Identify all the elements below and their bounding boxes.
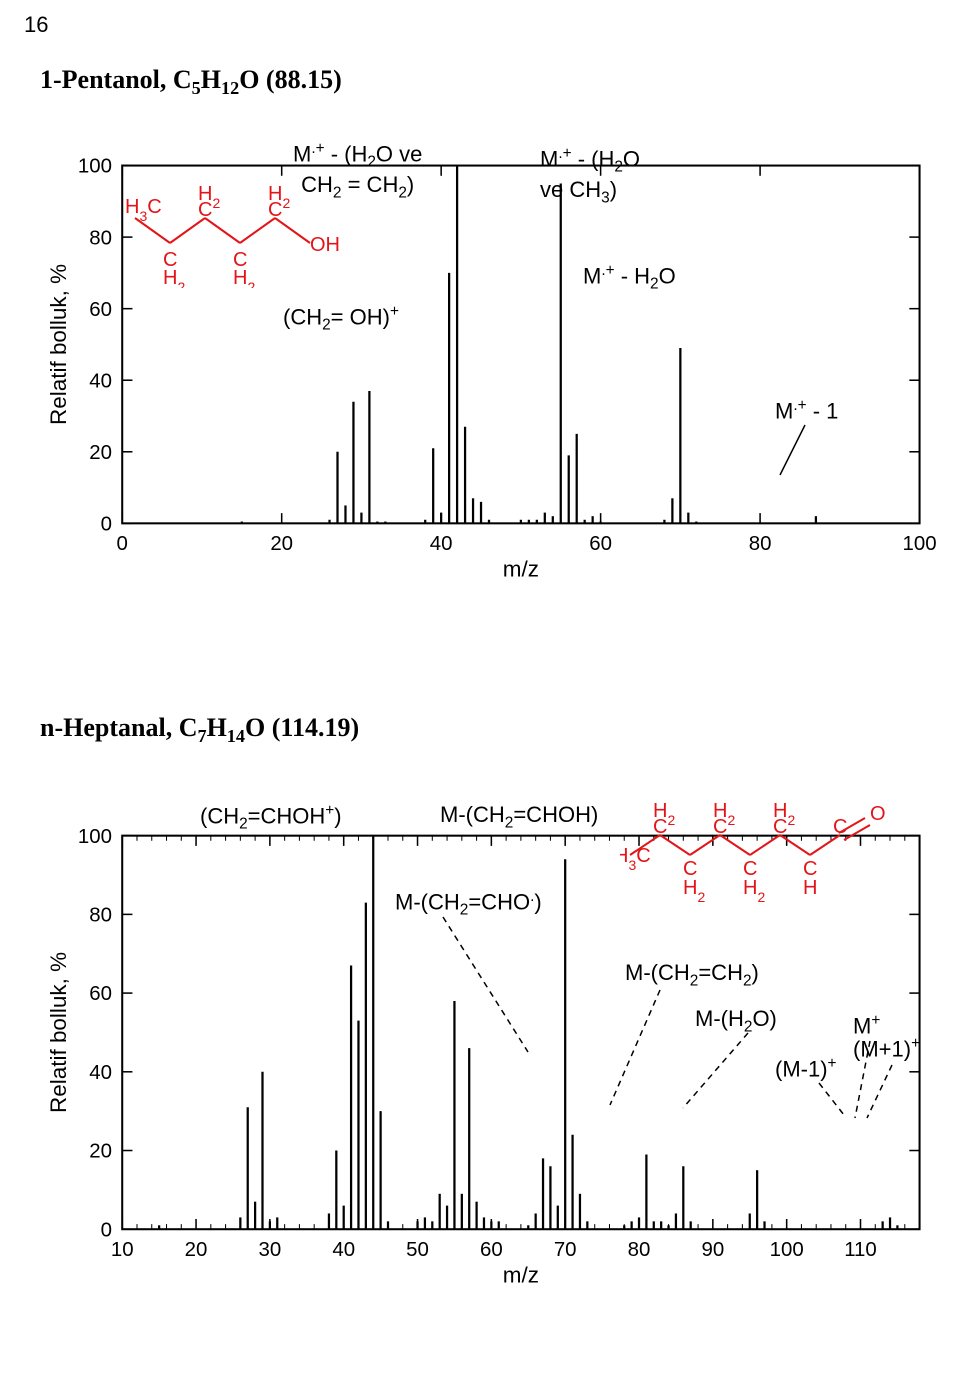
title-1: 1-Pentanol, C5H12O (88.15) <box>40 65 342 99</box>
svg-text:40: 40 <box>430 532 453 555</box>
ann-2-h-line <box>862 1060 942 1140</box>
compound-mw-1: (88.15) <box>266 65 342 94</box>
svg-text:OH: OH <box>310 234 340 256</box>
svg-text:0: 0 <box>101 1218 112 1241</box>
compound-formula-2: C7H14O <box>179 713 266 742</box>
title-2: n-Heptanal, C7H14O (114.19) <box>40 713 359 747</box>
ann-2-h: (M+1)+ <box>853 1035 920 1062</box>
svg-text:100: 100 <box>78 825 112 848</box>
svg-text:0: 0 <box>101 512 112 535</box>
svg-text:20: 20 <box>185 1238 208 1261</box>
svg-text:40: 40 <box>332 1238 355 1261</box>
svg-text:70: 70 <box>554 1238 577 1261</box>
svg-text:O: O <box>870 803 886 825</box>
svg-text:H3C: H3C <box>125 196 162 224</box>
compound-formula-1: C5H12O <box>173 65 260 94</box>
svg-text:Relatif bolluk, %: Relatif bolluk, % <box>46 952 71 1113</box>
svg-text:80: 80 <box>749 532 772 555</box>
svg-text:0: 0 <box>117 532 128 555</box>
svg-text:20: 20 <box>270 532 293 555</box>
svg-text:100: 100 <box>903 532 937 555</box>
svg-text:10: 10 <box>111 1238 134 1261</box>
ann-1-a: M.+ - (H2O veCH2 = CH2) <box>293 140 422 202</box>
svg-text:40: 40 <box>89 1061 112 1084</box>
svg-text:H3C: H3C <box>620 845 651 873</box>
svg-text:80: 80 <box>628 1238 651 1261</box>
svg-text:60: 60 <box>589 532 612 555</box>
compound-name-1: 1-Pentanol <box>40 65 160 94</box>
svg-text:80: 80 <box>89 904 112 927</box>
svg-text:H2: H2 <box>743 877 765 905</box>
svg-text:m/z: m/z <box>503 1262 539 1287</box>
svg-text:20: 20 <box>89 441 112 464</box>
svg-text:Relatif bolluk, %: Relatif bolluk, % <box>46 264 71 425</box>
ann-1-c: M.+ - (H2Ove CH3) <box>540 145 640 207</box>
page-number: 16 <box>24 12 48 38</box>
svg-text:100: 100 <box>78 155 112 178</box>
svg-text:40: 40 <box>89 369 112 392</box>
ann-2-b: M-(CH2=CHOH) <box>440 802 598 832</box>
svg-text:110: 110 <box>844 1238 877 1261</box>
svg-text:m/z: m/z <box>503 556 539 581</box>
svg-text:C: C <box>833 816 847 838</box>
compound-name-2: n-Heptanal <box>40 713 166 742</box>
svg-text:90: 90 <box>701 1238 724 1261</box>
ann-2-a: (CH2=CHOH+) <box>200 802 342 834</box>
svg-text:H2: H2 <box>163 267 185 288</box>
svg-text:H: H <box>803 877 817 899</box>
svg-text:100: 100 <box>770 1238 804 1261</box>
compound-mw-2: (114.19) <box>272 713 359 742</box>
svg-text:H2: H2 <box>233 267 255 288</box>
ann-2-e-line <box>678 1028 798 1148</box>
svg-text:60: 60 <box>480 1238 503 1261</box>
ann-1-d: M.+ - H2O <box>583 262 676 294</box>
molecule-2: H3C CCC CCC C O H2 H2 H2 H2 H2 H <box>620 800 930 910</box>
ann-1-b: (CH2= OH)+ <box>283 303 399 335</box>
svg-text:80: 80 <box>89 226 112 249</box>
svg-text:50: 50 <box>406 1238 429 1261</box>
ann-2-c-line <box>433 912 593 1072</box>
svg-text:30: 30 <box>259 1238 282 1261</box>
svg-text:60: 60 <box>89 982 112 1005</box>
ann-1-e-line <box>775 420 835 480</box>
svg-text:H2: H2 <box>683 877 705 905</box>
svg-text:60: 60 <box>89 298 112 321</box>
svg-text:20: 20 <box>89 1140 112 1163</box>
page: 16 1-Pentanol, C5H12O (88.15) 0 20 40 60 80 1… <box>0 0 960 1379</box>
